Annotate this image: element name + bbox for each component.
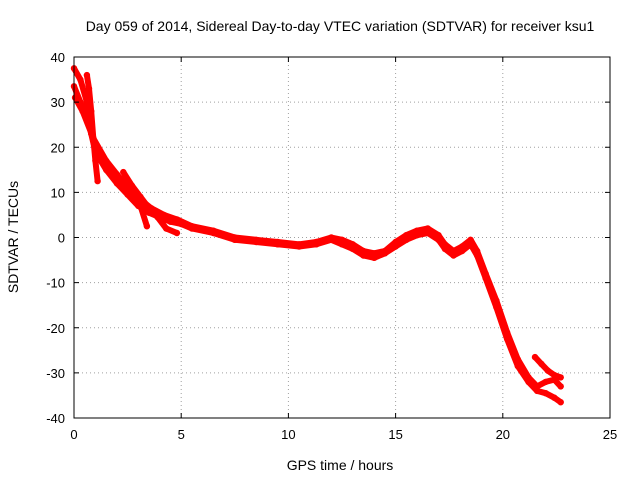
data-point [77, 76, 84, 83]
data-point [435, 236, 442, 243]
data-point [544, 367, 551, 374]
data-point [467, 241, 474, 248]
chart-title: Day 059 of 2014, Sidereal Day-to-day VTE… [86, 18, 595, 34]
x-tick-label: 20 [496, 427, 510, 442]
data-point [441, 245, 449, 252]
y-tick-label: -10 [46, 276, 65, 291]
data-point [493, 304, 500, 311]
data-point [467, 236, 474, 243]
data-point [94, 177, 101, 185]
data-point [85, 85, 93, 92]
data-point [163, 225, 170, 232]
data-point [349, 245, 356, 252]
data-point [79, 108, 86, 115]
y-tick-label: -40 [46, 411, 65, 426]
data-point [381, 250, 389, 257]
data-point [458, 247, 466, 255]
data-point [145, 205, 153, 212]
data-point [313, 241, 320, 248]
data-point [328, 236, 335, 243]
data-point [188, 225, 196, 232]
data-point [525, 378, 532, 386]
data-point [210, 229, 217, 237]
data-point [113, 171, 121, 178]
y-tick-label: 30 [51, 95, 65, 110]
data-point [88, 108, 95, 115]
data-point [137, 193, 144, 201]
data-point [338, 241, 346, 248]
data-point [557, 383, 564, 390]
x-tick-label: 25 [603, 427, 617, 442]
data-point [295, 243, 303, 250]
data-point [538, 360, 545, 368]
x-tick-label: 10 [281, 427, 295, 442]
data-point [542, 378, 549, 386]
data-point [514, 362, 521, 370]
data-point [253, 238, 260, 246]
data-point [120, 168, 127, 176]
data-point [542, 390, 549, 397]
data-point [92, 157, 99, 164]
y-tick-label: 20 [51, 140, 65, 155]
data-point [71, 94, 79, 101]
axis-ticks: 0 5 10 15 20 25 -40 -30 -20 -10 0 10 20 30 40 [46, 50, 617, 442]
y-tick-label: -30 [46, 366, 65, 381]
data-point [167, 218, 174, 225]
y-tick-label: 0 [58, 231, 65, 246]
data-point [424, 229, 431, 237]
data-point [113, 180, 121, 187]
data-point [557, 374, 564, 381]
y-tick-label: 10 [51, 185, 65, 200]
series-group [70, 65, 564, 406]
data-point [360, 252, 367, 259]
x-tick-label: 0 [70, 427, 77, 442]
data-point [173, 229, 181, 237]
data-point [154, 214, 161, 221]
data-point [551, 394, 558, 401]
data-point [178, 220, 185, 228]
x-tick-label: 15 [388, 427, 402, 442]
data-point [103, 157, 110, 164]
data-point [90, 135, 97, 142]
data-point [231, 236, 238, 243]
data-point [137, 202, 144, 210]
y-axis-label: SDTVAR / TECUs [5, 181, 21, 293]
data-point [424, 225, 431, 232]
data-point [274, 241, 281, 248]
data-point [83, 71, 91, 79]
data-point [128, 182, 136, 189]
data-point [143, 223, 151, 230]
data-point [482, 274, 489, 282]
data-point [503, 335, 511, 343]
data-point [557, 399, 564, 406]
data-point [551, 371, 558, 379]
data-point [473, 252, 481, 259]
data-point [392, 243, 399, 250]
data-point [403, 236, 410, 243]
x-axis-label: GPS time / hours [287, 457, 394, 473]
y-tick-label: 40 [51, 50, 65, 65]
data-point [450, 252, 457, 259]
data-point [371, 254, 378, 261]
x-tick-label: 5 [178, 427, 185, 442]
data-point [413, 232, 421, 239]
data-point [103, 166, 110, 173]
data-point [533, 387, 541, 395]
y-tick-label: -20 [46, 321, 65, 336]
data-point [531, 353, 539, 361]
